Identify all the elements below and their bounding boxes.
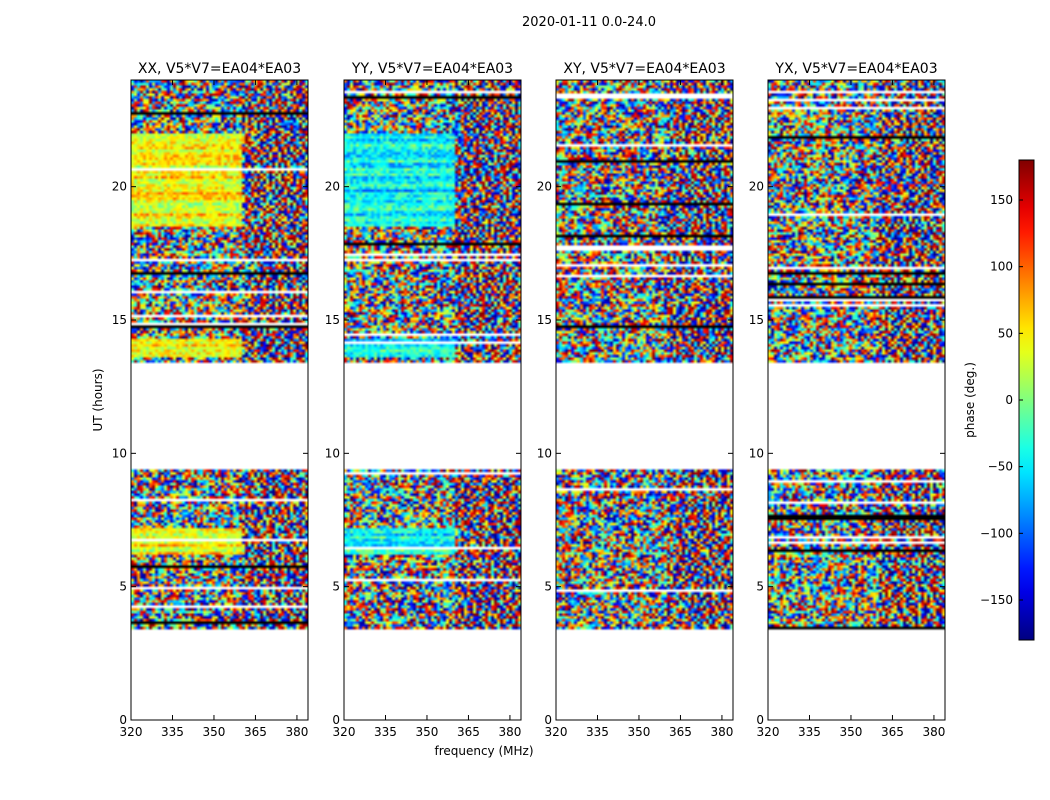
x-tick-label: 335 xyxy=(586,725,609,739)
y-tick-label: 0 xyxy=(332,713,340,727)
y-tick-label: 0 xyxy=(119,713,127,727)
y-tick-label: 10 xyxy=(325,446,340,460)
phase-panel: YX, V5*V7=EA04*EA03 320 335 350 365 380 0 5 10 15… xyxy=(749,61,946,739)
x-tick-label: 335 xyxy=(798,725,821,739)
panel-frame xyxy=(343,79,522,721)
panel-title: YY, V5*V7=EA04*EA03 xyxy=(351,61,513,77)
y-tick-label: 15 xyxy=(112,313,127,327)
y-tick-label: 5 xyxy=(544,580,552,594)
colorbar-tick-label: 150 xyxy=(990,193,1013,207)
colorbar-tick-label: −150 xyxy=(980,593,1013,607)
panel-frame xyxy=(767,79,946,721)
colorbar-tick-label: 50 xyxy=(998,326,1013,340)
x-tick-label: 380 xyxy=(285,725,308,739)
x-tick-label: 350 xyxy=(628,725,651,739)
colorbar: 150 100 50 0 −50 −100 −150 phase (deg.) xyxy=(963,159,1035,641)
colorbar-tick-label: 0 xyxy=(1005,393,1013,407)
x-tick-label: 320 xyxy=(120,725,143,739)
figure-title: 2020-01-11 0.0-24.0 xyxy=(522,15,656,30)
y-tick-label: 10 xyxy=(749,446,764,460)
x-tick-label: 320 xyxy=(545,725,568,739)
y-tick-label: 20 xyxy=(112,180,127,194)
panel-frame xyxy=(130,79,309,721)
x-tick-label: 380 xyxy=(922,725,945,739)
phase-heatmap xyxy=(556,80,733,720)
x-tick-label: 320 xyxy=(757,725,780,739)
panel-frame xyxy=(555,79,734,721)
x-tick-label: 350 xyxy=(416,725,439,739)
x-tick-label: 320 xyxy=(333,725,356,739)
phase-panel: XX, V5*V7=EA04*EA03 320 335 350 365 380 0 5 10 15… xyxy=(91,61,309,739)
y-axis-label: UT (hours) xyxy=(91,368,105,431)
y-tick-label: 5 xyxy=(332,580,340,594)
x-tick-label: 350 xyxy=(840,725,863,739)
panel-title: YX, V5*V7=EA04*EA03 xyxy=(774,61,937,77)
panel-title: XY, V5*V7=EA04*EA03 xyxy=(563,61,725,77)
x-tick-label: 380 xyxy=(498,725,521,739)
y-tick-label: 0 xyxy=(544,713,552,727)
y-tick-label: 10 xyxy=(112,446,127,460)
x-tick-label: 365 xyxy=(669,725,692,739)
y-tick-label: 20 xyxy=(749,180,764,194)
x-tick-label: 335 xyxy=(374,725,397,739)
colorbar-tick-label: 100 xyxy=(990,260,1013,274)
x-tick-label: 350 xyxy=(203,725,226,739)
x-tick-label: 365 xyxy=(244,725,267,739)
x-tick-label: 380 xyxy=(710,725,733,739)
panel-title: XX, V5*V7=EA04*EA03 xyxy=(138,61,301,77)
y-tick-label: 10 xyxy=(537,446,552,460)
phase-heatmap xyxy=(768,80,945,720)
y-tick-label: 5 xyxy=(119,580,127,594)
x-tick-label: 365 xyxy=(457,725,480,739)
x-tick-label: 335 xyxy=(161,725,184,739)
x-axis-label: frequency (MHz) xyxy=(434,744,533,758)
colorbar-label: phase (deg.) xyxy=(963,362,977,438)
y-tick-label: 15 xyxy=(749,313,764,327)
phase-heatmap xyxy=(344,80,521,720)
x-tick-label: 365 xyxy=(881,725,904,739)
phase-panel: YY, V5*V7=EA04*EA03 320 335 350 365 380 0 5 10 15… xyxy=(325,61,534,758)
y-tick-label: 20 xyxy=(537,180,552,194)
y-tick-label: 5 xyxy=(756,580,764,594)
phase-heatmap xyxy=(131,80,308,720)
y-tick-label: 15 xyxy=(325,313,340,327)
phase-panel: XY, V5*V7=EA04*EA03 320 335 350 365 380 0 5 10 15… xyxy=(537,61,734,739)
y-tick-label: 20 xyxy=(325,180,340,194)
colorbar-tick-label: −50 xyxy=(988,460,1013,474)
colorbar-tick-label: −100 xyxy=(980,526,1013,540)
y-tick-label: 15 xyxy=(537,313,552,327)
y-tick-label: 0 xyxy=(756,713,764,727)
